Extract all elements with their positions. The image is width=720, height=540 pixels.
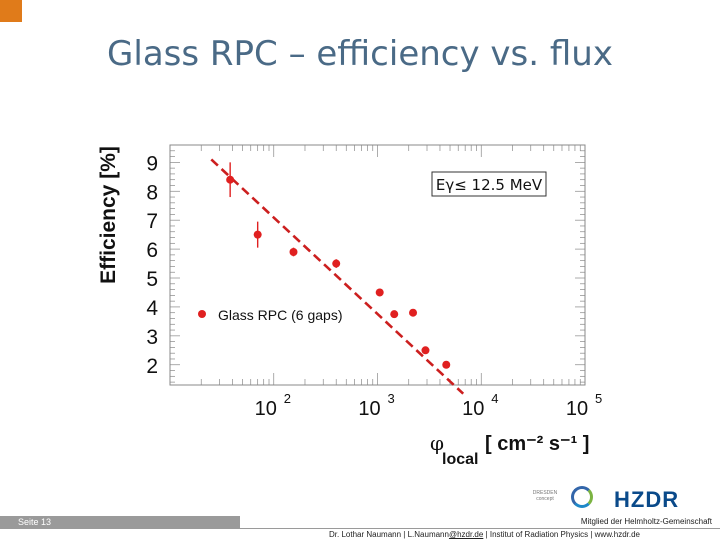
ring-logo-icon	[571, 486, 593, 508]
x-tick-label: 10	[462, 398, 484, 420]
y-tick-label: 6	[146, 239, 158, 262]
x-tick-label: 10	[358, 398, 380, 420]
corner-accent	[0, 0, 22, 22]
data-point	[442, 360, 451, 369]
page-number: Seite 13	[18, 517, 52, 527]
data-point	[390, 310, 399, 319]
x-tick-exponent: 2	[284, 391, 291, 406]
data-point	[332, 259, 341, 268]
y-tick-label: 8	[146, 181, 158, 204]
footer-divider	[240, 528, 720, 529]
energy-annotation-box	[431, 171, 547, 197]
data-point	[409, 308, 418, 317]
legend-marker	[198, 310, 206, 318]
x-axis-label-units: [ cm⁻² s⁻¹ ]	[485, 433, 589, 455]
helmholtz-member-text: Mitglied der Helmholtz-Gemeinschaft	[580, 517, 712, 526]
data-point	[289, 247, 298, 256]
energy-annotation: Eγ≤ 12.5 MeV	[436, 176, 543, 194]
y-tick-label: 7	[146, 210, 158, 233]
data-point	[253, 230, 262, 239]
y-axis-label: Efficiency [%]	[97, 146, 120, 284]
x-tick-exponent: 3	[388, 391, 395, 406]
footer-bar	[0, 516, 240, 529]
x-axis-label-subscript: local	[442, 451, 478, 468]
contact-email-link[interactable]: @hzdr.de	[448, 530, 484, 539]
contact-name: Dr. Lothar Naumann | L.Naumann	[329, 530, 449, 539]
contact-line: Dr. Lothar Naumann | L.Naumann@hzdr.de |…	[329, 530, 640, 539]
hzdr-logo: HZDR	[614, 487, 680, 512]
contact-rest: | Institut of Radiation Physics | www.hz…	[483, 530, 640, 539]
dresden-concept-logo: DRESDEN concept	[532, 490, 558, 502]
logo-area: DRESDEN concept HZDR	[530, 484, 720, 518]
y-tick-label: 3	[146, 326, 158, 349]
y-tick-label: 5	[146, 268, 158, 291]
x-tick-label: 10	[255, 398, 277, 420]
y-tick-label: 4	[146, 297, 158, 320]
fit-line	[210, 158, 465, 395]
efficiency-chart: 9 8 7 6 5 4 3 2 10 2 10 3 10 4 10 5 Efficiency [%] φlocal…	[97, 144, 602, 468]
slide-title: Glass RPC – efficiency vs. flux	[107, 34, 613, 74]
data-point	[375, 288, 384, 297]
y-tick-label: 2	[146, 355, 158, 378]
x-tick-exponent: 5	[595, 391, 602, 406]
data-point	[226, 175, 235, 184]
legend-label: Glass RPC (6 gaps)	[218, 307, 342, 323]
x-tick-exponent: 4	[491, 391, 498, 406]
data-point	[421, 346, 430, 355]
y-tick-label: 9	[146, 152, 158, 175]
x-axis-label-symbol: φ	[430, 431, 444, 455]
x-tick-label: 10	[566, 398, 588, 420]
